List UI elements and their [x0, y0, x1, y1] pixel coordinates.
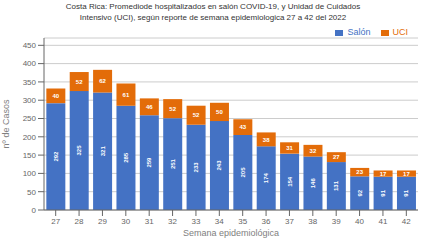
svg-text:300: 300: [23, 96, 37, 105]
svg-text:92: 92: [357, 189, 363, 196]
svg-text:nº de Casos: nº de Casos: [8, 99, 11, 148]
svg-text:38: 38: [263, 137, 270, 143]
svg-text:91: 91: [403, 189, 409, 196]
svg-text:32: 32: [168, 217, 177, 226]
html-text:Intensivo (UCI), según reporte: Intensivo (UCI), según reporte de semana…: [79, 13, 347, 22]
svg-text:61: 61: [123, 92, 130, 98]
svg-text:233: 233: [193, 162, 199, 173]
svg-text:100: 100: [23, 169, 37, 178]
svg-text:200: 200: [23, 133, 37, 142]
svg-text:23: 23: [356, 169, 363, 175]
svg-text:292: 292: [53, 151, 59, 162]
svg-text:50: 50: [27, 188, 36, 197]
svg-text:131: 131: [333, 180, 339, 191]
svg-text:27: 27: [51, 217, 60, 226]
svg-text:38: 38: [308, 217, 317, 226]
svg-text:52: 52: [193, 112, 200, 118]
svg-text:150: 150: [23, 151, 37, 160]
svg-text:154: 154: [287, 176, 293, 187]
svg-text:50: 50: [216, 109, 223, 115]
html-text:UCI: UCI: [392, 27, 408, 37]
svg-text:35: 35: [238, 217, 247, 226]
svg-text:31: 31: [145, 217, 154, 226]
svg-text:205: 205: [240, 167, 246, 178]
svg-text:250: 250: [23, 114, 37, 123]
svg-text:91: 91: [380, 189, 386, 196]
svg-text:34: 34: [215, 217, 224, 226]
svg-text:31: 31: [286, 145, 293, 151]
svg-text:52: 52: [76, 79, 83, 85]
svg-text:36: 36: [262, 217, 271, 226]
svg-text:40: 40: [52, 93, 59, 99]
svg-text:28: 28: [75, 217, 84, 226]
svg-text:62: 62: [99, 78, 106, 84]
svg-text:52: 52: [169, 106, 176, 112]
svg-text:42: 42: [402, 217, 411, 226]
svg-text:146: 146: [310, 178, 316, 189]
svg-text:29: 29: [98, 217, 107, 226]
svg-text:285: 285: [123, 152, 129, 163]
svg-text:32: 32: [310, 148, 317, 154]
svg-text:400: 400: [23, 59, 37, 68]
svg-text:41: 41: [378, 217, 387, 226]
svg-text:17: 17: [403, 171, 410, 177]
svg-text:325: 325: [76, 145, 82, 156]
svg-text:37: 37: [285, 217, 294, 226]
svg-text:350: 350: [23, 78, 37, 87]
svg-text:174: 174: [263, 172, 269, 183]
svg-text:40: 40: [355, 217, 364, 226]
svg-text:259: 259: [146, 157, 152, 168]
svg-text:0: 0: [32, 206, 37, 215]
svg-text:Semana epidemiológica: Semana epidemiológica: [183, 228, 279, 238]
html-text:Salón: Salón: [347, 27, 371, 37]
svg-text:450: 450: [23, 41, 37, 50]
svg-text:43: 43: [239, 124, 246, 130]
svg-text:27: 27: [333, 154, 340, 160]
svg-text:321: 321: [100, 146, 106, 157]
svg-text:243: 243: [216, 160, 222, 171]
html-text:Costa Rica: Promediode hospita: Costa Rica: Promediode hospitalizados en…: [65, 2, 361, 11]
svg-text:46: 46: [146, 104, 153, 110]
svg-text:30: 30: [121, 217, 130, 226]
svg-text:39: 39: [332, 217, 341, 226]
svg-text:33: 33: [191, 217, 200, 226]
svg-text:251: 251: [170, 158, 176, 169]
svg-text:17: 17: [380, 171, 387, 177]
